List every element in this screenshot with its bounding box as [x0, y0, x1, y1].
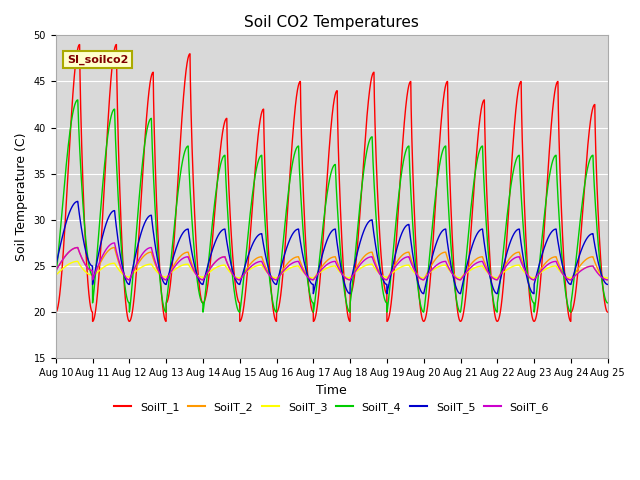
Title: Soil CO2 Temperatures: Soil CO2 Temperatures [244, 15, 419, 30]
SoilT_5 [604, 282, 612, 288]
SoilT_6 [89, 277, 97, 283]
SoilT_5 [53, 258, 61, 264]
SoilT_3 [74, 259, 82, 264]
SoilT_3 [456, 275, 464, 281]
SoilT_2 [52, 268, 60, 274]
SoilT_1 [89, 318, 97, 324]
SoilT_2 [408, 257, 415, 263]
SoilT_2 [339, 271, 346, 276]
SoilT_5 [456, 291, 464, 297]
SoilT_6 [604, 277, 612, 283]
SoilT_2 [562, 274, 570, 280]
SoilT_6 [562, 275, 570, 280]
Line: SoilT_4: SoilT_4 [56, 100, 608, 312]
SoilT_6 [456, 277, 464, 283]
SoilT_3 [52, 272, 60, 278]
SoilT_6 [52, 268, 60, 274]
Line: SoilT_5: SoilT_5 [56, 202, 608, 294]
SoilT_1 [76, 42, 83, 48]
SoilT_4 [562, 290, 570, 296]
SoilT_3 [604, 275, 612, 281]
SoilT_3 [408, 266, 415, 272]
SoilT_3 [339, 272, 346, 277]
SoilT_5 [339, 274, 346, 279]
SoilT_6 [111, 240, 118, 246]
SoilT_2 [53, 266, 61, 272]
SoilT_6 [53, 266, 61, 272]
X-axis label: Time: Time [316, 384, 347, 396]
Line: SoilT_6: SoilT_6 [56, 243, 608, 280]
Legend: SoilT_1, SoilT_2, SoilT_3, SoilT_4, SoilT_5, SoilT_6: SoilT_1, SoilT_2, SoilT_3, SoilT_4, Soil… [110, 397, 554, 417]
SoilT_2 [456, 277, 464, 283]
SoilT_4 [234, 305, 241, 311]
SoilT_1 [408, 117, 415, 122]
SoilT_5 [310, 291, 317, 297]
SoilT_5 [408, 242, 415, 248]
SoilT_2 [234, 276, 241, 282]
SoilT_4 [74, 97, 82, 103]
Line: SoilT_3: SoilT_3 [56, 262, 608, 278]
SoilT_1 [562, 286, 570, 291]
SoilT_1 [52, 309, 60, 315]
SoilT_4 [52, 272, 60, 278]
SoilT_5 [52, 263, 60, 269]
SoilT_4 [53, 264, 61, 270]
SoilT_5 [74, 199, 82, 204]
SoilT_4 [408, 199, 415, 205]
SoilT_4 [125, 309, 133, 315]
SoilT_6 [339, 272, 346, 278]
Text: SI_soilco2: SI_soilco2 [67, 55, 128, 65]
SoilT_4 [456, 309, 464, 315]
SoilT_2 [74, 245, 82, 251]
SoilT_1 [339, 253, 346, 259]
SoilT_6 [234, 276, 241, 282]
SoilT_3 [199, 275, 207, 281]
Y-axis label: Soil Temperature (C): Soil Temperature (C) [15, 132, 28, 261]
SoilT_1 [53, 308, 61, 313]
SoilT_1 [456, 318, 464, 324]
Line: SoilT_2: SoilT_2 [56, 248, 608, 280]
SoilT_3 [234, 275, 241, 280]
SoilT_2 [604, 277, 612, 283]
SoilT_6 [408, 261, 415, 266]
SoilT_5 [234, 280, 241, 286]
SoilT_5 [562, 274, 570, 280]
SoilT_3 [562, 274, 570, 279]
SoilT_3 [53, 271, 61, 277]
SoilT_1 [604, 309, 612, 315]
SoilT_4 [604, 300, 612, 306]
SoilT_4 [339, 273, 346, 279]
SoilT_1 [234, 295, 241, 300]
Line: SoilT_1: SoilT_1 [56, 45, 608, 321]
SoilT_2 [89, 277, 97, 283]
